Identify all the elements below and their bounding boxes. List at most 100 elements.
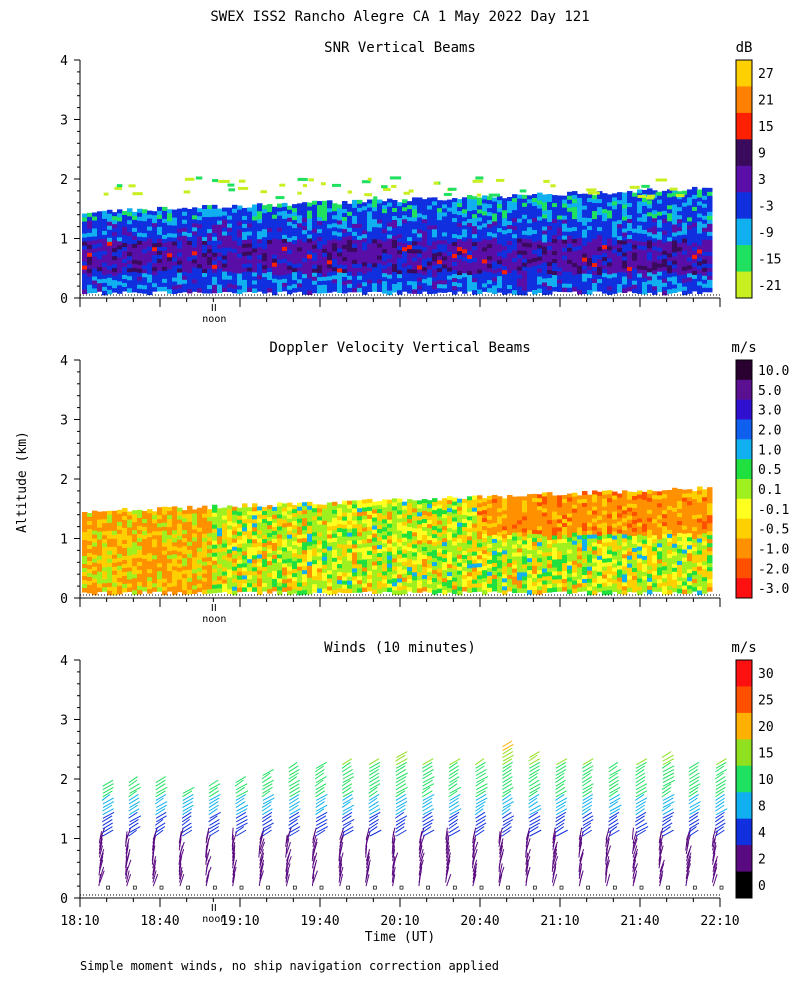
- field-cell: [447, 508, 453, 513]
- field-cell: [337, 272, 343, 277]
- field-cell: [82, 289, 88, 295]
- field-cell: [132, 558, 138, 563]
- field-cell: [92, 534, 98, 540]
- field-cell: [477, 503, 483, 508]
- field-cell: [372, 267, 378, 272]
- field-cell: [397, 210, 403, 215]
- field-cell: [242, 251, 248, 257]
- field-cell: [642, 209, 648, 215]
- field-cell: [362, 507, 368, 512]
- field-cell: [377, 557, 383, 562]
- field-cell: [302, 518, 308, 523]
- field-cell: [212, 516, 218, 522]
- field-cell: [582, 225, 588, 231]
- field-cell: [237, 531, 243, 537]
- field-cell: [392, 211, 398, 217]
- field-cell: [132, 239, 138, 245]
- field-cell: [647, 204, 653, 209]
- field-cell: [402, 573, 408, 579]
- field-cell: [237, 229, 243, 235]
- field-cell: [352, 279, 358, 285]
- field-cell: [502, 566, 508, 571]
- field-cell: [232, 216, 238, 222]
- field-cell: [82, 528, 88, 533]
- field-cell: [562, 199, 568, 205]
- field-cell: [257, 510, 263, 515]
- field-cell: [302, 586, 308, 591]
- field-cell: [457, 223, 463, 228]
- field-cell: [677, 191, 683, 196]
- field-cell: [672, 240, 678, 246]
- field-cell: [332, 267, 338, 272]
- field-cell: [177, 244, 183, 250]
- field-cell: [417, 564, 423, 569]
- field-cell: [222, 263, 228, 269]
- field-cell: [292, 276, 298, 281]
- field-cell: [412, 209, 418, 214]
- field-cell: [472, 282, 478, 287]
- field-cell: [242, 519, 248, 524]
- field-cell: [202, 225, 208, 230]
- field-cell: [307, 577, 313, 583]
- field-cell: [82, 524, 88, 529]
- field-cell: [262, 559, 268, 564]
- field-cell: [657, 243, 663, 249]
- field-cell: [312, 572, 318, 577]
- field-cell: [97, 535, 103, 541]
- field-cell: [507, 583, 513, 588]
- field-cell: [527, 287, 533, 292]
- field-cell: [657, 283, 663, 289]
- field-cell: [402, 243, 408, 248]
- field-cell: [242, 263, 248, 269]
- field-cell: [317, 524, 323, 529]
- field-cell: [187, 224, 193, 230]
- field-cell: [317, 572, 323, 577]
- field-cell: [502, 226, 508, 231]
- field-cell: [157, 258, 163, 264]
- field-cell: [447, 255, 453, 261]
- field-cell: [347, 524, 353, 530]
- field-cell: [597, 195, 603, 200]
- field-cell: [442, 534, 448, 539]
- field-cell: [367, 582, 373, 588]
- field-cell: [562, 231, 568, 237]
- field-cell: [672, 252, 678, 258]
- field-cell: [112, 272, 118, 277]
- field-cell: [137, 212, 143, 218]
- field-cell: [582, 209, 588, 215]
- field-cell: [167, 289, 173, 294]
- field-cell: [517, 242, 523, 248]
- field-cell: [462, 538, 468, 544]
- field-cell: [277, 570, 283, 575]
- field-cell: [702, 287, 708, 293]
- field-cell: [127, 244, 133, 249]
- field-cell: [292, 533, 298, 538]
- field-cell: [362, 503, 368, 508]
- field-cell: [102, 274, 108, 280]
- field-cell: [167, 507, 173, 512]
- field-cell: [182, 271, 188, 277]
- field-cell: [247, 259, 253, 265]
- field-cell: [107, 526, 113, 532]
- field-cell: [472, 278, 478, 283]
- field-cell: [452, 573, 458, 579]
- field-cell: [412, 508, 418, 513]
- field-cell: [567, 191, 573, 197]
- field-cell: [482, 207, 488, 212]
- field-cell: [622, 220, 628, 226]
- field-cell: [432, 237, 438, 242]
- field-cell: [477, 217, 483, 223]
- field-cell: [132, 590, 138, 595]
- field-cell: [497, 520, 503, 525]
- field-cell: [612, 245, 618, 250]
- field-cell: [297, 235, 303, 240]
- field-cell: [392, 538, 398, 543]
- field-cell: [442, 272, 448, 277]
- field-cell: [157, 282, 163, 288]
- field-cell: [477, 249, 483, 255]
- field-cell: [97, 255, 103, 260]
- field-cell: [532, 206, 538, 211]
- field-cell: [682, 218, 688, 224]
- field-cell: [587, 234, 593, 239]
- field-cell: [367, 550, 373, 556]
